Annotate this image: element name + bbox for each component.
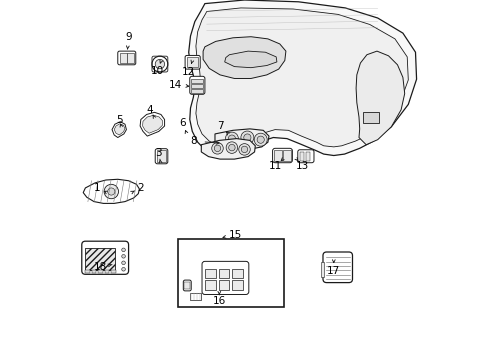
- Text: 13: 13: [296, 161, 309, 171]
- Polygon shape: [215, 129, 268, 149]
- Bar: [218, 269, 229, 278]
- Polygon shape: [83, 179, 139, 203]
- Bar: [282, 150, 290, 161]
- Polygon shape: [142, 115, 162, 133]
- Circle shape: [211, 143, 223, 154]
- Text: 12: 12: [182, 67, 195, 77]
- FancyBboxPatch shape: [322, 252, 352, 283]
- Circle shape: [122, 267, 125, 271]
- Bar: [191, 79, 203, 83]
- Polygon shape: [140, 112, 164, 136]
- Bar: [98, 270, 102, 273]
- FancyBboxPatch shape: [189, 76, 204, 94]
- Text: 7: 7: [216, 121, 223, 131]
- Bar: [111, 270, 115, 273]
- Bar: [363, 112, 379, 123]
- Bar: [85, 270, 89, 273]
- Polygon shape: [355, 51, 404, 145]
- FancyBboxPatch shape: [202, 261, 248, 294]
- Text: 15: 15: [228, 230, 242, 240]
- Polygon shape: [201, 139, 255, 159]
- Bar: [186, 57, 198, 67]
- Bar: [156, 150, 166, 162]
- Circle shape: [225, 142, 237, 153]
- Bar: [299, 152, 304, 161]
- FancyBboxPatch shape: [272, 148, 292, 163]
- Circle shape: [244, 134, 250, 141]
- Bar: [184, 282, 190, 289]
- Text: 1: 1: [94, 183, 101, 193]
- Circle shape: [122, 255, 125, 258]
- FancyBboxPatch shape: [185, 55, 200, 69]
- Polygon shape: [190, 293, 201, 300]
- Circle shape: [152, 56, 167, 72]
- Text: 8: 8: [190, 136, 196, 146]
- Text: 17: 17: [326, 266, 340, 276]
- Polygon shape: [224, 51, 276, 68]
- Text: 16: 16: [212, 296, 225, 306]
- Bar: [92, 270, 96, 273]
- Polygon shape: [203, 37, 285, 78]
- Bar: [273, 150, 282, 161]
- Text: 9: 9: [125, 32, 132, 42]
- Bar: [320, 262, 323, 277]
- Circle shape: [122, 248, 125, 252]
- Text: 4: 4: [146, 105, 153, 115]
- Bar: [85, 248, 115, 270]
- Bar: [218, 280, 229, 290]
- Circle shape: [257, 136, 264, 143]
- Bar: [104, 270, 109, 273]
- Bar: [232, 280, 243, 290]
- Bar: [191, 89, 203, 93]
- Bar: [305, 152, 310, 161]
- Bar: [232, 269, 243, 278]
- Text: 2: 2: [137, 183, 143, 193]
- Polygon shape: [188, 0, 416, 156]
- Text: 18: 18: [94, 262, 107, 272]
- Bar: [127, 53, 134, 63]
- Circle shape: [214, 145, 220, 152]
- Bar: [204, 280, 215, 290]
- Circle shape: [228, 144, 235, 151]
- FancyBboxPatch shape: [183, 280, 191, 291]
- Polygon shape: [114, 124, 125, 135]
- Text: 10: 10: [150, 66, 163, 76]
- FancyBboxPatch shape: [81, 241, 128, 274]
- FancyBboxPatch shape: [118, 51, 136, 65]
- Text: 5: 5: [116, 114, 122, 125]
- Polygon shape: [196, 8, 407, 148]
- Text: 14: 14: [168, 80, 182, 90]
- Circle shape: [238, 144, 250, 155]
- Circle shape: [122, 261, 125, 265]
- Bar: [204, 269, 215, 278]
- Circle shape: [155, 59, 164, 69]
- Text: 3: 3: [155, 148, 162, 158]
- Text: 6: 6: [179, 118, 185, 128]
- Bar: [120, 53, 126, 63]
- Bar: [178, 239, 284, 307]
- Circle shape: [254, 133, 266, 146]
- Text: 11: 11: [268, 161, 281, 171]
- Bar: [191, 84, 203, 88]
- Circle shape: [104, 184, 118, 199]
- Circle shape: [107, 188, 115, 195]
- FancyBboxPatch shape: [297, 150, 313, 163]
- Circle shape: [228, 135, 235, 142]
- Polygon shape: [112, 122, 126, 138]
- FancyBboxPatch shape: [155, 149, 167, 164]
- Circle shape: [241, 146, 247, 153]
- Circle shape: [241, 131, 253, 144]
- Circle shape: [225, 132, 238, 145]
